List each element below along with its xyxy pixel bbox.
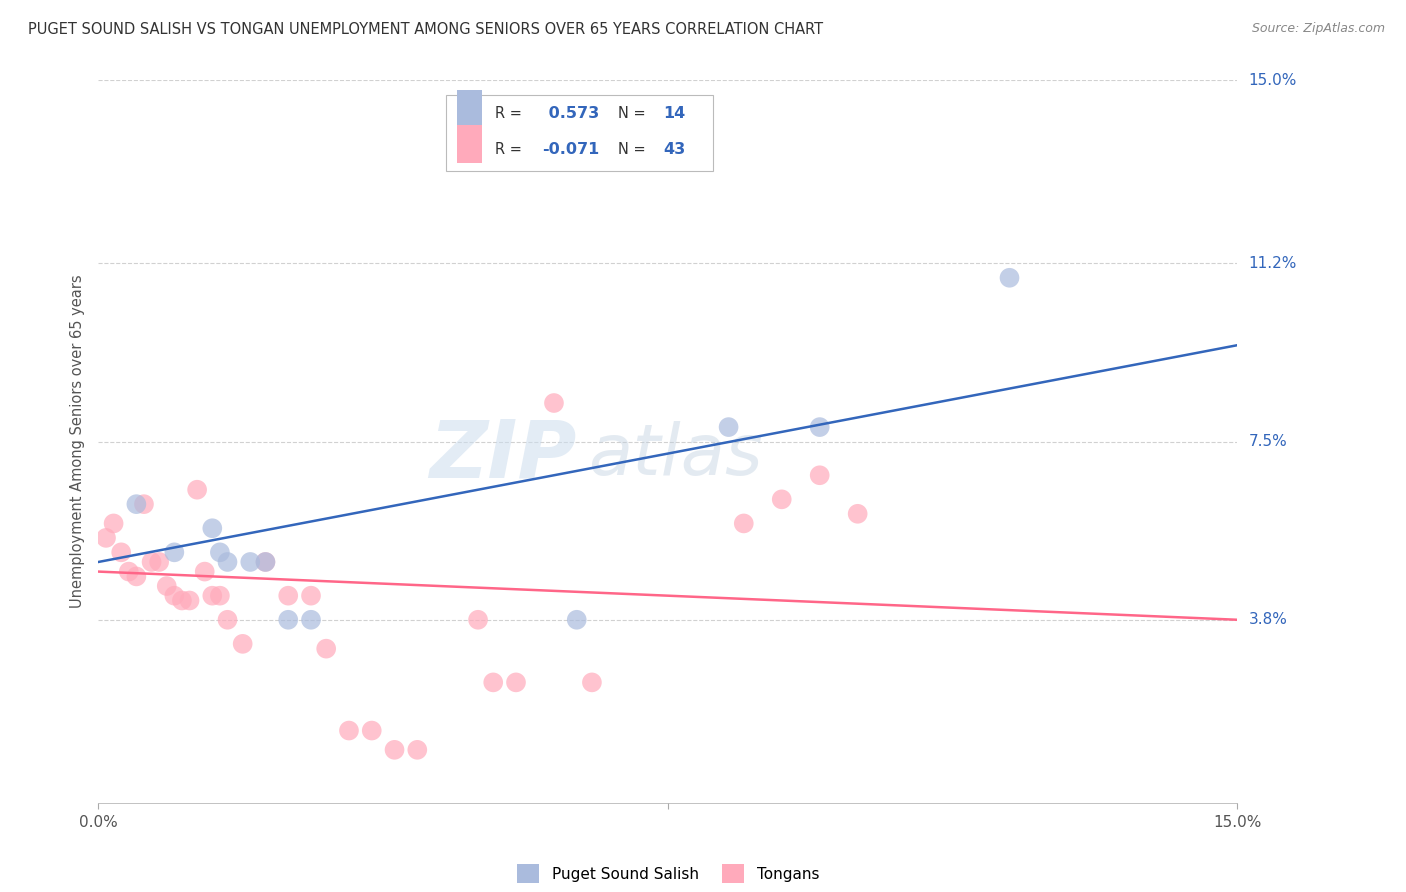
Point: [232, 637, 254, 651]
Point: [118, 565, 141, 579]
Point: [808, 420, 831, 434]
Text: 0.573: 0.573: [543, 106, 599, 121]
Point: [505, 675, 527, 690]
Point: [360, 723, 382, 738]
Point: [103, 516, 125, 531]
Text: R =: R =: [495, 106, 526, 121]
Point: [208, 589, 231, 603]
Text: 3.8%: 3.8%: [1249, 612, 1288, 627]
Point: [148, 555, 170, 569]
Point: [170, 593, 193, 607]
Text: N =: N =: [617, 142, 650, 157]
Point: [717, 420, 740, 434]
Text: ZIP: ZIP: [429, 417, 576, 495]
Point: [543, 396, 565, 410]
Point: [254, 555, 277, 569]
Point: [299, 589, 322, 603]
Point: [565, 613, 588, 627]
Point: [998, 270, 1021, 285]
Point: [733, 516, 755, 531]
Point: [277, 613, 299, 627]
Point: [125, 497, 148, 511]
Legend: Puget Sound Salish, Tongans: Puget Sound Salish, Tongans: [510, 858, 825, 889]
Point: [254, 555, 277, 569]
Text: -0.071: -0.071: [543, 142, 600, 157]
Text: Source: ZipAtlas.com: Source: ZipAtlas.com: [1251, 22, 1385, 36]
Point: [808, 468, 831, 483]
Point: [201, 521, 224, 535]
Point: [467, 613, 489, 627]
Bar: [457, 90, 482, 128]
Bar: [457, 126, 482, 163]
Point: [156, 579, 179, 593]
Text: PUGET SOUND SALISH VS TONGAN UNEMPLOYMENT AMONG SENIORS OVER 65 YEARS CORRELATIO: PUGET SOUND SALISH VS TONGAN UNEMPLOYMEN…: [28, 22, 824, 37]
Point: [482, 675, 505, 690]
Point: [141, 555, 163, 569]
Point: [163, 545, 186, 559]
Text: 14: 14: [664, 106, 686, 121]
Text: 15.0%: 15.0%: [1249, 73, 1296, 87]
Point: [384, 743, 406, 757]
Point: [186, 483, 208, 497]
Text: 11.2%: 11.2%: [1249, 256, 1296, 271]
Point: [299, 613, 322, 627]
Point: [406, 743, 429, 757]
Point: [110, 545, 132, 559]
Point: [581, 675, 603, 690]
Point: [125, 569, 148, 583]
Point: [208, 545, 231, 559]
Point: [217, 555, 239, 569]
Point: [94, 531, 117, 545]
Point: [163, 589, 186, 603]
Point: [337, 723, 360, 738]
Point: [194, 565, 217, 579]
Text: atlas: atlas: [588, 422, 762, 491]
Text: N =: N =: [617, 106, 650, 121]
Point: [217, 613, 239, 627]
Point: [132, 497, 155, 511]
Point: [315, 641, 337, 656]
Y-axis label: Unemployment Among Seniors over 65 years: Unemployment Among Seniors over 65 years: [70, 275, 86, 608]
Point: [239, 555, 262, 569]
Text: R =: R =: [495, 142, 526, 157]
Point: [277, 589, 299, 603]
Point: [201, 589, 224, 603]
Point: [846, 507, 869, 521]
FancyBboxPatch shape: [446, 95, 713, 170]
Text: 43: 43: [664, 142, 686, 157]
Text: 7.5%: 7.5%: [1249, 434, 1286, 449]
Point: [179, 593, 201, 607]
Point: [770, 492, 793, 507]
